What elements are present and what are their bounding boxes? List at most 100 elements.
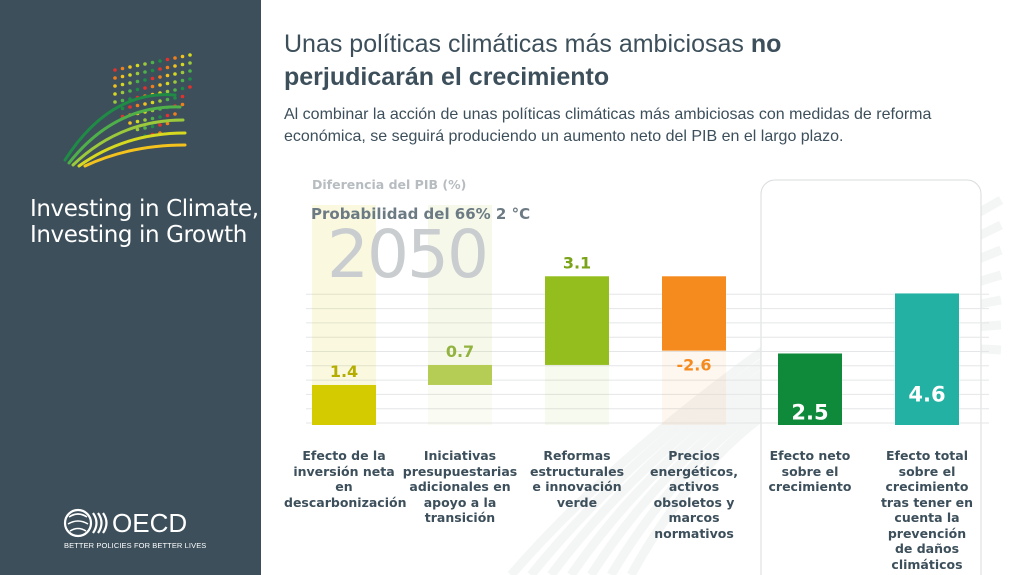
category-label-line: crecimiento	[768, 479, 852, 494]
logo-dot	[188, 69, 192, 73]
value-label-2: 0.7	[446, 342, 474, 361]
category-label-line: Efecto neto	[769, 448, 851, 463]
bar-2	[428, 364, 492, 385]
category-label-line: marcos	[668, 510, 720, 525]
logo-dot	[165, 89, 170, 94]
logo-sweep	[63, 93, 177, 162]
logo-dot	[143, 86, 147, 90]
logo-dot	[165, 121, 170, 126]
category-label-line: verde	[556, 494, 598, 510]
category-label-line: Iniciativas	[423, 448, 497, 463]
logo-dot	[150, 84, 155, 89]
logo-dot	[180, 62, 185, 67]
logo-dot	[180, 86, 185, 91]
logo-dot	[128, 105, 132, 109]
logo-dot	[165, 81, 170, 86]
category-label-line: Reformas	[543, 448, 611, 463]
logo-dot	[128, 121, 132, 125]
logo-dot	[143, 118, 147, 122]
category-label-line: e innovación	[532, 479, 622, 494]
category-label-line: adicionales en	[409, 479, 511, 494]
logo-dot	[150, 100, 155, 105]
oecd-emblem-icon	[63, 508, 108, 538]
logo-dot	[165, 113, 170, 118]
category-label-line: cuenta la	[894, 510, 960, 525]
category-label-5: Efecto neto sobre el crecimiento	[750, 448, 870, 495]
category-label-4: Precios energéticos, activos obsoletos y mar…	[634, 448, 754, 541]
logo-dot	[158, 59, 162, 63]
logo-dot	[158, 67, 162, 71]
category-label-line: inversión neta	[293, 463, 395, 479]
page-subtitle: Al combinar la acción de unas políticas …	[284, 106, 932, 145]
logo-dot	[150, 68, 155, 73]
logo-dot	[158, 83, 162, 87]
logo-dot	[158, 99, 162, 103]
logo-dot	[120, 106, 125, 111]
logo-dot	[135, 87, 140, 92]
category-label-line: de daños	[894, 541, 960, 556]
category-label-line: Precios	[668, 448, 720, 463]
logo-dot	[188, 85, 192, 89]
logo-dot	[128, 73, 132, 77]
logo-dot	[150, 124, 155, 129]
logo-dot	[173, 56, 177, 60]
logo-dot	[120, 82, 125, 87]
category-label-line: sobre el	[898, 463, 956, 479]
logo-dot	[158, 115, 162, 119]
logo-dot	[188, 61, 192, 65]
logo-dot	[150, 60, 155, 65]
bar-shadow	[545, 364, 609, 425]
logo-dot	[180, 78, 185, 83]
logo-dot	[143, 102, 147, 106]
category-label-line: Efecto de la	[302, 448, 386, 463]
bar-backdrop	[428, 205, 492, 365]
brand-line-1: Investing in Climate,	[30, 196, 259, 222]
logo-dot	[120, 66, 125, 71]
bar-shadow	[428, 384, 492, 425]
logo-dot	[180, 94, 185, 99]
logo-dot	[143, 78, 147, 82]
bar-6	[895, 293, 959, 425]
bar-1	[312, 384, 376, 425]
category-label-line: apoyo a la	[423, 494, 497, 510]
logo-dot	[173, 112, 177, 116]
logo-dot	[135, 127, 140, 132]
logo-dot	[120, 98, 125, 103]
logo-dot	[120, 90, 125, 95]
category-label-6: Efecto total sobre el crecimiento tras tene…	[867, 448, 987, 572]
logo-dot	[128, 65, 132, 69]
title-bold-part-1: no	[750, 30, 782, 58]
investing-in-climate-logo-icon	[63, 53, 192, 168]
value-label-5: 2.5	[791, 401, 828, 425]
logo-dot	[128, 81, 132, 85]
logo-dot	[113, 68, 117, 72]
logo-dot	[135, 119, 140, 124]
logo-dot	[188, 77, 192, 81]
logo-dot	[120, 74, 125, 79]
category-label-line: presupuestarias	[402, 463, 518, 479]
scenario-year: 2050	[327, 216, 489, 293]
category-label-line: crecimiento	[885, 479, 969, 494]
logo-dot	[143, 62, 147, 66]
category-label-line: climáticos	[891, 556, 963, 572]
oecd-tagline: BETTER POLICIES FOR BETTER LIVES	[64, 541, 207, 550]
logo-dot	[158, 75, 162, 79]
category-label-line: descarbonización	[284, 494, 407, 510]
logo-dot	[173, 80, 177, 84]
logo-dot	[173, 72, 177, 76]
logo-dot	[135, 103, 140, 108]
logo-sweep	[67, 105, 182, 165]
category-label-line: tras tener en	[880, 494, 974, 510]
logo-dot	[128, 89, 132, 93]
logo-dot	[180, 54, 185, 59]
logo-dot	[173, 88, 177, 92]
category-label-line: transición	[424, 510, 496, 525]
value-label-1: 1.4	[330, 362, 358, 381]
bar-5	[778, 353, 842, 425]
logo-sweep	[71, 118, 185, 167]
bar-shadow	[662, 350, 726, 425]
category-label-1: Efecto de la inversión neta en descarboniza…	[284, 448, 407, 510]
value-label-4: -2.6	[677, 356, 712, 375]
logo-dot	[113, 92, 117, 96]
highlight-panel	[760, 179, 982, 575]
